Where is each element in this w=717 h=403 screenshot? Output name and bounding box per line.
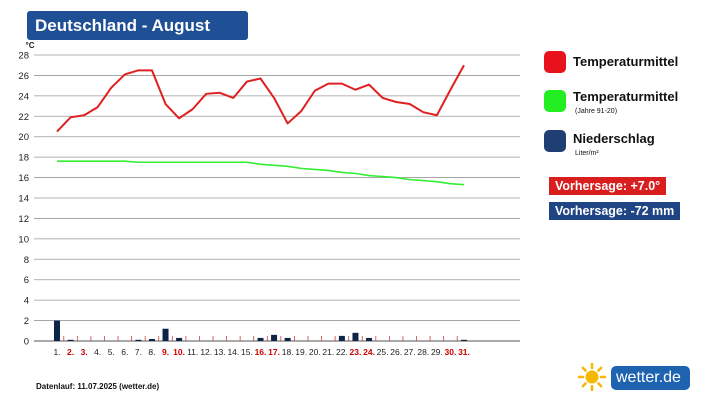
y-tick-label: 4 (24, 296, 29, 307)
x-tick-label: 6. (121, 347, 128, 357)
x-tick-label: 1. (53, 347, 60, 357)
x-tick-label: 18. (282, 347, 294, 357)
data-run-footer: Datenlauf: 11.07.2025 (wetter.de) (36, 382, 160, 391)
x-tick-label: 20. (309, 347, 321, 357)
forecast-precipitation-badge: Vorhersage: -72 mm (549, 202, 681, 220)
legend-swatch-temperature-normal (544, 90, 566, 112)
x-tick-label: 24. (363, 347, 375, 357)
y-tick-label: 26 (18, 71, 29, 82)
x-tick-label: 28. (417, 347, 429, 357)
x-tick-label: 30. (445, 347, 457, 357)
temperature-normal-line (57, 160, 465, 186)
x-tick-label: 14. (227, 347, 239, 357)
legend-swatch-temperature (544, 51, 566, 73)
x-tick-label: 22. (336, 347, 348, 357)
precipitation-bar (461, 339, 467, 341)
x-tick-label: 17. (268, 347, 280, 357)
x-tick-label: 29. (431, 347, 443, 357)
y-tick-label: 2 (24, 316, 29, 327)
x-tick-label: 19. (295, 347, 307, 357)
x-tick-label: 2. (67, 347, 74, 357)
x-tick-label: 31. (458, 347, 470, 357)
x-tick-label: 13. (214, 347, 226, 357)
legend-label-temperature: Temperaturmittel (573, 54, 679, 69)
x-tick-label: 26. (390, 347, 402, 357)
legend-label-precipitation: Niederschlag (573, 131, 655, 146)
legend-label-temperature-normal: Temperaturmittel (573, 89, 679, 104)
y-tick-label: 12 (18, 214, 29, 225)
x-tick-label: 21. (322, 347, 334, 357)
x-tick-label: 12. (200, 347, 212, 357)
x-tick-label: 10. (173, 347, 185, 357)
y-tick-label: 8 (24, 255, 29, 266)
precipitation-bar (67, 339, 74, 341)
legend-swatch-precipitation (544, 130, 566, 152)
x-tick-label: 25. (377, 347, 389, 357)
x-tick-label: 27. (404, 347, 416, 357)
temperature-line (56, 64, 465, 133)
y-tick-label: 24 (18, 91, 29, 102)
precipitation-bar (257, 337, 264, 341)
precipitation-bar (54, 320, 60, 341)
x-tick-label: 15. (241, 347, 253, 357)
y-tick-label: 16 (18, 173, 29, 184)
y-tick-label: 28 (18, 51, 29, 62)
precipitation-bar (135, 339, 142, 341)
sun-icon (577, 362, 607, 392)
x-tick-label: 5. (108, 347, 115, 357)
x-tick-label: 8. (148, 347, 155, 357)
precipitation-bar (284, 337, 291, 341)
y-tick-label: 18 (18, 153, 29, 164)
legend-sublabel-period: (Jahre 91-20) (575, 108, 618, 115)
x-tick-label: 16. (255, 347, 267, 357)
y-tick-label: 10 (18, 234, 29, 245)
x-tick-label: 23. (350, 347, 362, 357)
precipitation-bar (352, 332, 359, 341)
precipitation-bar (148, 338, 155, 341)
y-tick-label: 0 (24, 337, 29, 348)
y-tick-label: 20 (18, 132, 29, 143)
y-axis-unit: °C (26, 41, 35, 50)
x-tick-label: 7. (135, 347, 142, 357)
precipitation-bar (176, 337, 183, 341)
x-tick-label: 11. (187, 347, 198, 357)
forecast-temperature-badge: Vorhersage: +7.0° (549, 177, 667, 195)
y-tick-label: 6 (24, 275, 29, 286)
precipitation-bar (271, 334, 278, 341)
legend-sublabel-unit: Liter/m² (575, 150, 599, 157)
precipitation-bar (338, 335, 345, 341)
precipitation-bar (366, 337, 373, 341)
precipitation-bar (162, 328, 169, 341)
y-tick-label: 22 (18, 112, 29, 123)
x-tick-label: 3. (81, 347, 88, 357)
x-tick-label: 9. (162, 347, 169, 357)
brand-wordmark: wetter.de (611, 366, 690, 390)
y-tick-label: 14 (18, 194, 29, 205)
page-title: Deutschland - August (27, 11, 248, 40)
x-tick-label: 4. (94, 347, 101, 357)
